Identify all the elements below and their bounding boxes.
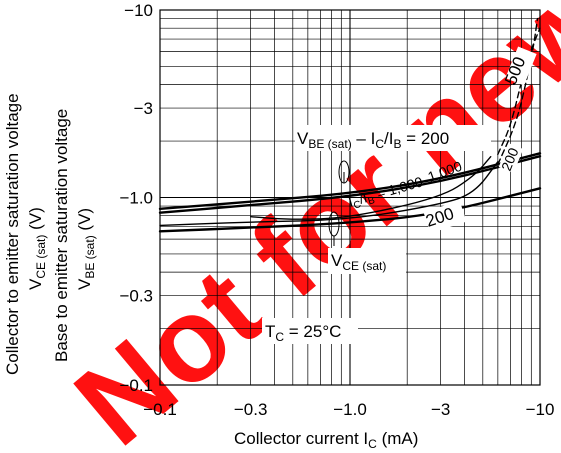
- y-axis-label-line1: Collector to emitter saturation voltage: [3, 93, 22, 375]
- temperature-label: TC = 25°C: [265, 322, 341, 344]
- y-axis-label-line3: Base to emitter saturation voltage: [52, 109, 71, 362]
- y-tick-label: −3: [134, 99, 153, 118]
- vce-label: VCE (sat): [331, 251, 386, 273]
- x-tick-labels: −0.1 −0.3 −1.0 −3 −10: [143, 400, 554, 419]
- x-tick-label: −1.0: [333, 400, 367, 419]
- ratio-200-bg: [423, 200, 467, 234]
- x-tick-label: −0.3: [234, 400, 268, 419]
- label-500-bg: [505, 46, 537, 86]
- temperature-bg: [262, 318, 358, 344]
- y-tick-label: −0.3: [119, 287, 153, 306]
- series-line-0: [158, 152, 542, 210]
- x-tick-label: −0.1: [143, 400, 177, 419]
- series-line-4: [250, 156, 492, 220]
- series-line-6: [497, 17, 539, 166]
- y-axis-label-line2: VCE (sat) (V): [26, 207, 48, 290]
- y-tick-label: −10: [124, 1, 153, 20]
- x-tick-label: −10: [526, 400, 555, 419]
- plot-frame: [159, 9, 541, 386]
- label-200-bg: [498, 142, 524, 174]
- y-axis-labels: Collector to emitter saturation voltage …: [3, 93, 97, 375]
- x-tick-label: −3: [431, 400, 450, 419]
- vbe-label-bg: [295, 125, 491, 151]
- y-tick-labels: −10 −3 −1.0 −0.3 −0.1: [119, 1, 153, 395]
- y-tick-label: −0.1: [119, 376, 153, 395]
- series-line-3: [159, 161, 499, 227]
- y-axis-label-line4: VBE (sat) (V): [75, 208, 97, 290]
- y-tick-label: −1.0: [119, 189, 153, 208]
- series-line-1: [158, 155, 542, 214]
- x-axis-label: Collector current IC (mA): [234, 429, 418, 451]
- vce-label-bg: [328, 248, 406, 274]
- vbe-label: VBE (sat) – IC/IB = 200: [297, 129, 449, 151]
